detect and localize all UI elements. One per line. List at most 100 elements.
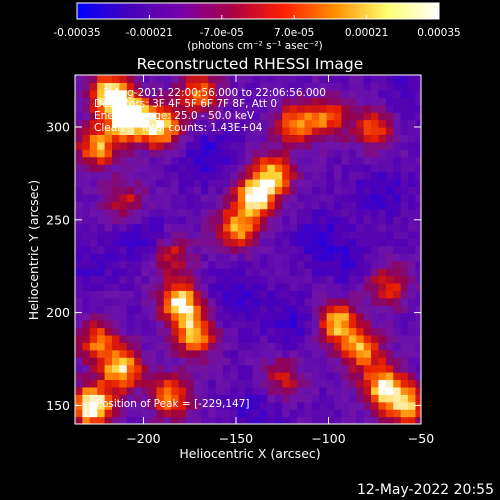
heatmap-cell: [348, 223, 357, 232]
heatmap-cell: [334, 112, 343, 121]
heatmap-cell: [252, 171, 261, 180]
heatmap-cell: [371, 282, 380, 291]
heatmap-cell: [356, 305, 365, 314]
heatmap-cell: [319, 320, 328, 329]
heatmap-cell: [304, 201, 313, 210]
heatmap-cell: [326, 349, 335, 358]
heatmap-cell: [348, 297, 357, 306]
heatmap-cell: [304, 357, 313, 366]
heatmap-cell: [82, 253, 91, 262]
heatmap-cell: [245, 75, 254, 84]
heatmap-cell: [356, 342, 365, 351]
heatmap-cell: [200, 149, 209, 158]
heatmap-cell: [356, 409, 365, 418]
heatmap-cell: [112, 394, 121, 403]
heatmap-cell: [186, 372, 195, 381]
heatmap-cell: [112, 416, 121, 424]
heatmap-cell: [126, 372, 135, 381]
heatmap-cell: [104, 275, 113, 284]
heatmap-cell: [393, 82, 402, 91]
heatmap-cell: [104, 141, 113, 150]
heatmap-cell: [237, 349, 246, 358]
heatmap-cell: [223, 394, 232, 403]
heatmap-cell: [149, 268, 158, 277]
heatmap-cell: [334, 282, 343, 291]
heatmap-cell: [282, 164, 291, 173]
heatmap-cell: [304, 112, 313, 121]
heatmap-cell: [141, 342, 150, 351]
heatmap-cell: [297, 372, 306, 381]
heatmap-cell: [400, 327, 409, 336]
heatmap-cell: [408, 260, 417, 269]
heatmap-cell: [371, 75, 380, 84]
heatmap-cell: [186, 349, 195, 358]
heatmap-cell: [363, 223, 372, 232]
heatmap-cell: [371, 178, 380, 187]
heatmap-cell: [319, 201, 328, 210]
heatmap-cell: [230, 386, 239, 395]
heatmap-cell: [385, 89, 394, 98]
heatmap-cell: [400, 394, 409, 403]
heatmap-cell: [193, 334, 202, 343]
heatmap-cell: [215, 149, 224, 158]
heatmap-cell: [393, 282, 402, 291]
heatmap-cell: [334, 119, 343, 128]
heatmap-cell: [230, 201, 239, 210]
heatmap-cell: [311, 334, 320, 343]
heatmap-cell: [141, 164, 150, 173]
heatmap-cell: [326, 334, 335, 343]
heatmap-cell: [408, 334, 417, 343]
heatmap-cell: [304, 342, 313, 351]
heatmap-cell: [89, 178, 98, 187]
heatmap-cell: [371, 134, 380, 143]
heatmap-cell: [119, 349, 128, 358]
heatmap-cell: [119, 119, 128, 128]
heatmap-cell: [134, 119, 143, 128]
heatmap-cell: [371, 364, 380, 373]
heatmap-cell: [297, 342, 306, 351]
x-tick-label: −150: [219, 431, 253, 446]
heatmap-cell: [304, 126, 313, 136]
heatmap-cell: [423, 350, 431, 358]
heatmap-cell: [245, 409, 254, 418]
heatmap-cell: [348, 149, 357, 158]
heatmap-cell: [385, 104, 394, 113]
heatmap-cell: [378, 223, 387, 232]
heatmap-cell: [319, 290, 328, 299]
heatmap-cell: [215, 230, 224, 239]
heatmap-cell: [348, 312, 357, 321]
heatmap-cell: [356, 349, 365, 358]
heatmap-cell: [193, 141, 202, 150]
heatmap-cell: [112, 305, 121, 314]
heatmap-cell: [200, 275, 209, 284]
heatmap-cell: [75, 253, 84, 262]
heatmap-cell: [82, 394, 91, 403]
heatmap-cell: [326, 312, 335, 321]
heatmap-cell: [356, 201, 365, 210]
heatmap-cell: [334, 364, 343, 373]
heatmap-cell: [348, 260, 357, 269]
heatmap-cell: [363, 282, 372, 291]
heatmap-cell: [274, 201, 283, 210]
heatmap-cell: [178, 334, 187, 343]
heatmap-cell: [119, 312, 128, 321]
heatmap-cell: [178, 134, 187, 143]
heatmap-cell: [126, 156, 135, 165]
heatmap-cell: [282, 401, 291, 410]
heatmap-cell: [260, 171, 269, 180]
heatmap-cell: [319, 409, 328, 418]
heatmap-cell: [363, 364, 372, 373]
heatmap-cell: [245, 312, 254, 321]
heatmap-cell: [326, 201, 335, 210]
heatmap-cell: [200, 409, 209, 418]
heatmap-cell: [97, 178, 106, 187]
heatmap-cell: [186, 208, 195, 217]
heatmap-cell: [282, 312, 291, 321]
heatmap-cell: [363, 230, 372, 239]
heatmap-cell: [423, 342, 431, 350]
heatmap-cell: [311, 394, 320, 403]
heatmap-cell: [156, 320, 165, 329]
heatmap-cell: [267, 193, 276, 202]
heatmap-cell: [141, 193, 150, 202]
heatmap-cell: [223, 312, 232, 321]
